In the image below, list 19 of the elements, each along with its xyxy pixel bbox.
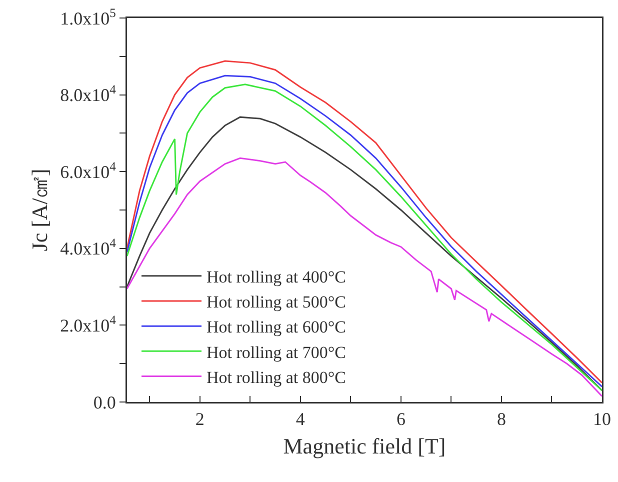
y-tick-label: 2.0x10$^{4}$	[60, 312, 117, 336]
legend-label: Hot rolling at 800°C	[206, 368, 346, 387]
x-tick-label: 4	[296, 409, 305, 430]
y-tick-label: 6.0x10$^{4}$	[60, 159, 117, 182]
x-tick-label: 2	[195, 409, 204, 430]
legend-label: Hot rolling at 600°C	[206, 318, 346, 337]
line-series	[127, 157, 602, 397]
y-tick-label: 4.0x10$^{4}$	[60, 236, 117, 259]
y-tick-label: 8.0x10$^{4}$	[60, 82, 117, 106]
legend-label: Hot rolling at 400°C	[206, 268, 346, 286]
legend-label: Hot rolling at 700°C	[206, 342, 346, 362]
x-tick-label: 6	[396, 409, 406, 430]
legend-label: Hot rolling at 500°C	[206, 292, 346, 312]
y-tick-label: 0.0	[93, 392, 116, 412]
y-axis-title: Jc [A/㎠]	[27, 168, 52, 252]
x-axis-title: Magnetic field [T]	[283, 434, 446, 459]
x-tick-label: 8	[496, 409, 506, 430]
y-tick-label: 1.0x10$^{5}$	[60, 6, 116, 28]
x-tick-label: 10	[593, 409, 611, 430]
